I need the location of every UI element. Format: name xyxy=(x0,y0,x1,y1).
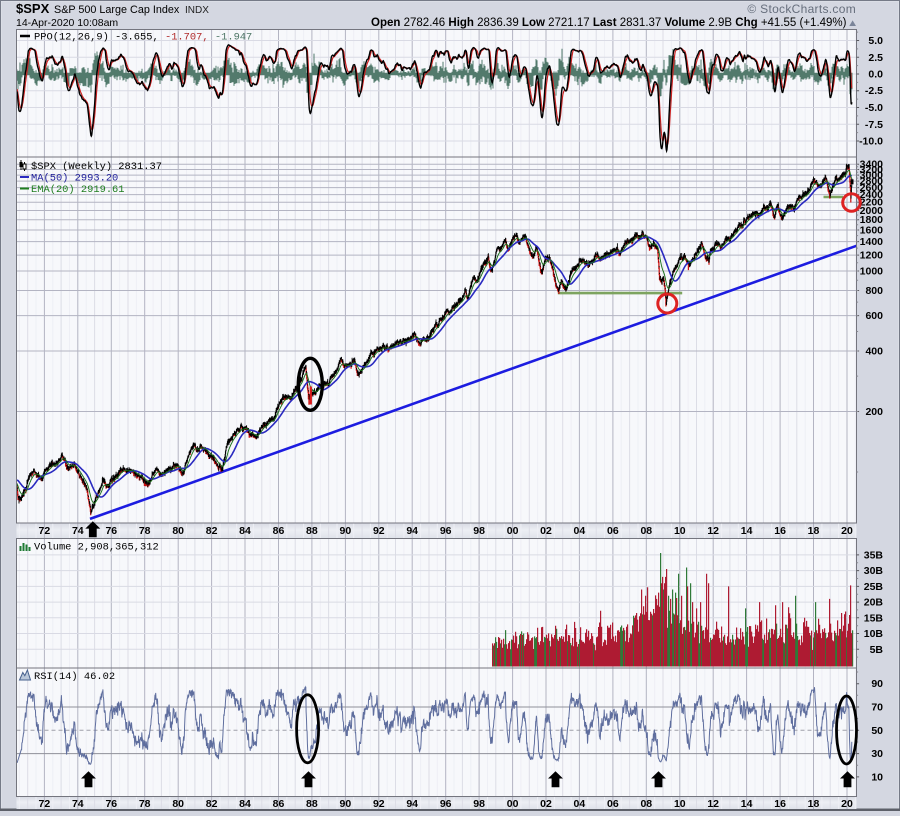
svg-text:94: 94 xyxy=(406,525,418,537)
svg-text:06: 06 xyxy=(607,525,619,537)
svg-text:88: 88 xyxy=(306,525,318,537)
svg-text:86: 86 xyxy=(273,525,285,537)
svg-text:RSI(14) 46.02: RSI(14) 46.02 xyxy=(34,671,115,683)
svg-text:-2.5: -2.5 xyxy=(865,85,883,97)
svg-text:20: 20 xyxy=(841,525,853,537)
svg-text:14: 14 xyxy=(741,798,753,810)
svg-text:$SPX (Weekly) 2831.37: $SPX (Weekly) 2831.37 xyxy=(31,161,162,173)
svg-text:35B: 35B xyxy=(864,549,884,561)
svg-text:90: 90 xyxy=(340,525,352,537)
svg-text:12: 12 xyxy=(707,525,719,537)
svg-text:2000: 2000 xyxy=(860,205,884,217)
svg-text:98: 98 xyxy=(473,525,485,537)
svg-text:92: 92 xyxy=(373,525,385,537)
svg-text:3000: 3000 xyxy=(860,170,884,182)
svg-text:90: 90 xyxy=(871,678,883,690)
svg-text:1400: 1400 xyxy=(860,236,884,248)
svg-text:5.0: 5.0 xyxy=(868,35,883,47)
svg-text:1000: 1000 xyxy=(860,266,884,278)
svg-text:02: 02 xyxy=(540,798,552,810)
svg-text:20: 20 xyxy=(841,798,853,810)
svg-text:08: 08 xyxy=(640,525,652,537)
svg-text:3400: 3400 xyxy=(860,159,884,171)
svg-text:06: 06 xyxy=(607,798,619,810)
svg-text:12: 12 xyxy=(707,798,719,810)
svg-text:76: 76 xyxy=(105,798,117,810)
svg-text:88: 88 xyxy=(306,798,318,810)
svg-text:14: 14 xyxy=(741,525,753,537)
svg-text:800: 800 xyxy=(865,285,883,297)
svg-text:2400: 2400 xyxy=(860,189,884,201)
svg-text:20B: 20B xyxy=(864,597,884,609)
svg-text:14-Apr-2020 10:08am: 14-Apr-2020 10:08am xyxy=(16,17,118,29)
svg-text:1800: 1800 xyxy=(860,214,884,226)
svg-text:30: 30 xyxy=(871,748,883,760)
svg-text:1600: 1600 xyxy=(860,225,884,237)
svg-text:72: 72 xyxy=(39,798,51,810)
svg-text:1200: 1200 xyxy=(860,250,884,262)
svg-text:80: 80 xyxy=(172,798,184,810)
svg-text:MA(50) 2993.20: MA(50) 2993.20 xyxy=(31,173,118,185)
svg-text:94: 94 xyxy=(406,798,418,810)
svg-text:18: 18 xyxy=(808,525,820,537)
svg-text:2600: 2600 xyxy=(860,182,884,194)
svg-text:78: 78 xyxy=(139,525,151,537)
svg-text:00: 00 xyxy=(507,525,519,537)
svg-text:90: 90 xyxy=(340,798,352,810)
svg-text:02: 02 xyxy=(540,525,552,537)
svg-text:EMA(20) 2919.61: EMA(20) 2919.61 xyxy=(31,184,125,196)
svg-text:2.5: 2.5 xyxy=(868,52,883,64)
svg-text:-5.0: -5.0 xyxy=(865,102,883,114)
svg-text:78: 78 xyxy=(139,798,151,810)
svg-text:S&P 500 Large Cap Index: S&P 500 Large Cap Index xyxy=(54,4,180,16)
svg-text:98: 98 xyxy=(473,798,485,810)
svg-text:600: 600 xyxy=(865,310,883,322)
svg-text:25B: 25B xyxy=(864,581,884,593)
svg-text:96: 96 xyxy=(440,798,452,810)
svg-text:00: 00 xyxy=(507,798,519,810)
svg-text:-7.5: -7.5 xyxy=(865,119,883,131)
svg-text:15B: 15B xyxy=(864,612,884,624)
svg-text:3200: 3200 xyxy=(860,164,884,176)
svg-text:16: 16 xyxy=(774,798,786,810)
svg-text:PPO(12,26,9) -3.655, -1.707, -: PPO(12,26,9) -3.655, -1.707, -1.947 xyxy=(34,32,252,44)
svg-text:5B: 5B xyxy=(870,644,884,656)
svg-text:82: 82 xyxy=(206,525,218,537)
svg-text:16: 16 xyxy=(774,525,786,537)
svg-text:10B: 10B xyxy=(864,628,884,640)
svg-text:© StockCharts.com: © StockCharts.com xyxy=(747,2,856,16)
svg-text:400: 400 xyxy=(865,346,883,358)
svg-text:92: 92 xyxy=(373,798,385,810)
svg-text:200: 200 xyxy=(865,406,883,418)
svg-text:18: 18 xyxy=(808,798,820,810)
svg-text:82: 82 xyxy=(206,798,218,810)
svg-text:84: 84 xyxy=(239,525,251,537)
svg-text:$SPX: $SPX xyxy=(16,1,50,16)
svg-text:30B: 30B xyxy=(864,565,884,577)
svg-text:-10.0: -10.0 xyxy=(859,136,883,148)
svg-text:04: 04 xyxy=(574,798,586,810)
svg-text:76: 76 xyxy=(105,525,117,537)
svg-text:80: 80 xyxy=(172,525,184,537)
svg-text:96: 96 xyxy=(440,525,452,537)
svg-text:72: 72 xyxy=(39,525,51,537)
svg-text:50: 50 xyxy=(871,725,883,737)
svg-text:2200: 2200 xyxy=(860,197,884,209)
svg-text:74: 74 xyxy=(72,798,84,810)
svg-text:0.0: 0.0 xyxy=(868,69,883,81)
svg-text:10: 10 xyxy=(871,771,883,783)
svg-text:70: 70 xyxy=(871,702,883,714)
svg-text:10: 10 xyxy=(674,798,686,810)
svg-text:08: 08 xyxy=(640,798,652,810)
svg-text:Volume 2,908,365,312: Volume 2,908,365,312 xyxy=(34,542,159,554)
svg-text:84: 84 xyxy=(239,798,251,810)
svg-text:74: 74 xyxy=(72,525,84,537)
svg-text:2800: 2800 xyxy=(860,176,884,188)
svg-text:INDX: INDX xyxy=(185,5,209,16)
svg-text:Open 2782.46 High 2836.39 Low: Open 2782.46 High 2836.39 Low 2721.17 La… xyxy=(371,17,847,29)
svg-text:86: 86 xyxy=(273,798,285,810)
svg-text:04: 04 xyxy=(574,525,586,537)
svg-text:10: 10 xyxy=(674,525,686,537)
